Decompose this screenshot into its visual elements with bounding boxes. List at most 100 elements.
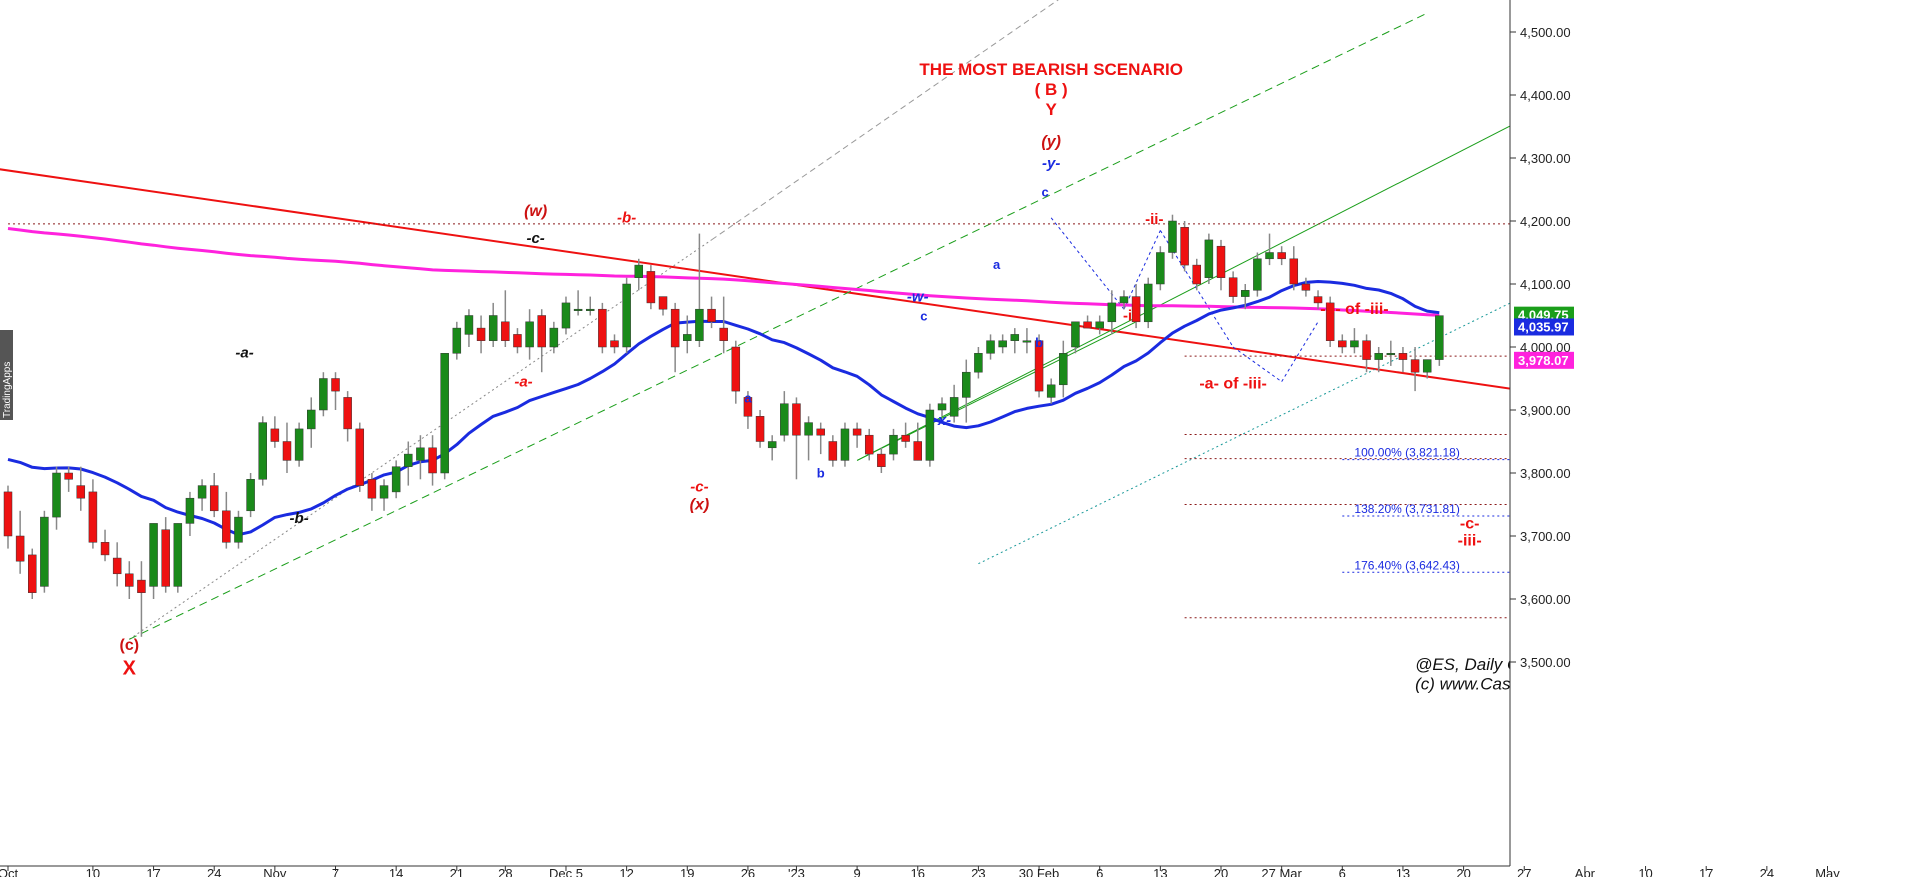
candle-down (913, 441, 922, 461)
moving-average-magenta (7, 227, 1440, 317)
x-tick-label: 26 (741, 866, 755, 877)
x-tick-label: 7 (332, 866, 339, 877)
candle-up (767, 441, 777, 449)
wave-label: (w) (524, 203, 547, 220)
candle-up (1350, 340, 1359, 348)
candle-down (877, 453, 886, 467)
wave-label: -a- (235, 345, 253, 362)
candle-up (962, 371, 971, 398)
candle-up (1435, 315, 1444, 360)
candle-up (683, 334, 692, 341)
candle-down (646, 271, 656, 304)
x-tick-label: 14 (389, 866, 403, 877)
candle-down (598, 308, 607, 348)
candle-down (501, 321, 510, 341)
wave-label: THE MOST BEARISH SCENARIO (919, 60, 1183, 79)
price-badge (1514, 351, 1574, 369)
candle-down (209, 485, 219, 512)
candle-down (282, 441, 292, 461)
candle-up (1107, 302, 1117, 323)
candle-up (780, 403, 789, 436)
y-tick-label: 3,500.00 (1520, 655, 1571, 670)
candle-down (28, 554, 37, 593)
candle-up (573, 308, 583, 311)
candle-down (355, 428, 365, 486)
candle-down (852, 428, 862, 436)
wave-label: -b- (290, 510, 309, 527)
candle-up (246, 479, 255, 512)
candle-up (974, 353, 983, 373)
x-tick-label: 24 (1760, 866, 1774, 877)
y-tick-label: 4,000.00 (1520, 340, 1571, 355)
candle-down (112, 557, 122, 575)
wave-label: -y- (1042, 155, 1060, 172)
x-tick-label: 20 (1456, 866, 1470, 877)
y-axis: 3,500.00 3,600.00 3,700.00 3,800.00 3,900.00… (1509, 0, 1571, 866)
candle-down (3, 491, 13, 537)
candle-up (440, 353, 449, 474)
candle-down (1325, 302, 1335, 341)
x-tick-label: Apr (1575, 866, 1596, 877)
y-tick-label: 4,500.00 (1520, 25, 1571, 40)
x-tick-label: 30 Feb (1019, 866, 1059, 877)
trend-line-red-downtrend (0, 168, 1510, 390)
candle-down (1398, 353, 1408, 360)
wave-label: -b- of -iii- (1320, 301, 1388, 318)
candle-up (185, 497, 195, 524)
y-tick-label: 4,400.00 (1520, 88, 1571, 103)
candle-up (804, 422, 813, 436)
candle-up (1374, 353, 1383, 360)
wave-label: @ES, Daily Chart (1415, 655, 1550, 674)
candle-up (585, 308, 595, 311)
x-tick-label: 19 (680, 866, 694, 877)
candle-down (731, 346, 741, 392)
price-badges-layer: 4,049.754,035.973,978.07 (1514, 306, 1574, 369)
candle-up (197, 485, 207, 499)
candle-up (986, 340, 995, 354)
candle-up (307, 409, 316, 430)
y-tick-label: 4,100.00 (1520, 277, 1571, 292)
candle-up (149, 523, 158, 587)
candle-up (840, 428, 850, 461)
candle-down (476, 327, 486, 341)
candle-up (1010, 334, 1020, 341)
annotations-layer: THE MOST BEARISH SCENARIO( B )Y (y) -y-c a b… (120, 60, 1550, 694)
candle-down (864, 434, 874, 455)
candle-up (234, 516, 243, 543)
price-badge-label: 4,035.97 (1518, 319, 1569, 334)
x-tick-label: 17 (146, 866, 160, 877)
y-tick-label: 3,800.00 (1520, 466, 1571, 481)
x-tick-label: 17 (1699, 866, 1713, 877)
fib-level-label: 176.40% (3,642.43) (1354, 558, 1459, 572)
candle-down (367, 479, 377, 499)
x-tick-label: May (1815, 866, 1840, 877)
x-tick-label: 13 (1396, 866, 1410, 877)
wave-label: -w- (907, 289, 929, 306)
candle-up (1386, 353, 1396, 356)
wave-label: -a- (514, 374, 532, 391)
wave-label: b (817, 465, 825, 480)
wave-label: -i- (1123, 308, 1137, 325)
wave-label: a (744, 390, 752, 405)
y-tick-label: 3,600.00 (1520, 592, 1571, 607)
wave-label: -b- (617, 209, 636, 226)
x-axis: Oct 10 17 24 Nov 7 14 21 28 Dec 5 12 19 26 '23 9 16 23 30… (0, 865, 1840, 877)
trend-line-gray-dashed-channel (711, 0, 1059, 241)
wave-label: (y) (1041, 134, 1061, 151)
x-tick-label: 20 (1214, 866, 1228, 877)
candle-down (76, 485, 86, 499)
candle-up (379, 485, 389, 499)
candle-down (1228, 277, 1238, 297)
candle-down (270, 428, 280, 442)
candle-up (937, 403, 947, 411)
candle-up (488, 315, 498, 341)
candle-down (707, 308, 716, 323)
candle-down (755, 416, 765, 442)
candles-layer (3, 214, 1444, 637)
x-tick-label: 10 (1638, 866, 1652, 877)
trend-lines-layer (0, 0, 1510, 640)
candle-up (695, 308, 704, 341)
candle-up (1241, 290, 1250, 297)
x-tick-label: 16 (911, 866, 925, 877)
